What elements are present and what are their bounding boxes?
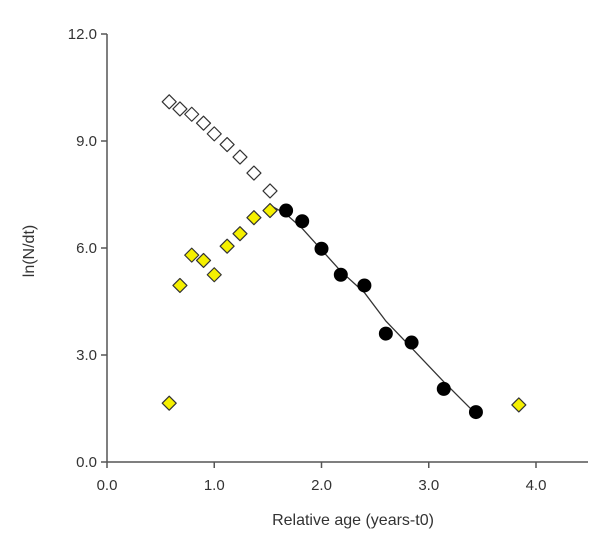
x-tick-label: 4.0 (526, 477, 547, 494)
x-ticks: 0.0 1.0 2.0 3.0 4.0 (97, 462, 547, 494)
open-diamond-point (262, 183, 278, 199)
yellow-diamond-point (232, 226, 248, 242)
open-diamond-point (206, 126, 222, 142)
filled-circle-point (314, 241, 329, 256)
open-diamond-point (184, 106, 200, 122)
yellow-diamond-point (511, 397, 527, 413)
x-axis-title: Relative age (years-t0) (272, 512, 434, 529)
filled-circle-point (279, 203, 294, 218)
x-tick-label: 0.0 (97, 477, 118, 494)
yellow-diamond-point (161, 395, 177, 411)
open-diamond-point (246, 165, 262, 181)
filled-circle-point (436, 381, 451, 396)
y-ticks: 0.0 3.0 6.0 9.0 12.0 (68, 26, 107, 471)
filled-circle-point (378, 326, 393, 341)
open-diamond-point (219, 136, 235, 153)
x-tick-label: 2.0 (311, 477, 332, 494)
filled-circle-point (295, 214, 310, 229)
yellow-diamond-point (195, 252, 212, 269)
filled-circle-point (333, 267, 348, 282)
yellow-diamond-point (172, 277, 188, 294)
x-axis: 0.0 1.0 2.0 3.0 4.0 Relative age (years-t0) (97, 461, 588, 529)
x-tick-label: 3.0 (418, 477, 439, 494)
open-diamond-point (195, 115, 212, 131)
y-tick-label: 6.0 (76, 240, 97, 257)
yellow-diamond-point (184, 247, 200, 263)
filled-circle-point (357, 278, 372, 293)
yellow-diamond-point (219, 238, 235, 254)
y-tick-label: 3.0 (76, 347, 97, 364)
filled-circle-point (468, 405, 483, 420)
open-diamond-point (232, 149, 248, 165)
y-axis-title: ln(N/dt) (21, 225, 38, 277)
y-tick-label: 9.0 (76, 133, 97, 150)
yellow-diamond-point (246, 210, 262, 226)
open-diamond-point (161, 94, 177, 110)
yellow-diamond-point (206, 267, 222, 283)
open-diamond-point (172, 101, 188, 117)
fit-line (269, 204, 477, 415)
y-axis: 0.0 3.0 6.0 9.0 12.0 ln(N/dt) (21, 26, 108, 471)
x-tick-label: 1.0 (204, 477, 225, 494)
y-tick-label: 0.0 (76, 454, 97, 471)
y-tick-label: 12.0 (68, 26, 97, 43)
filled-circle-point (404, 335, 419, 350)
yellow-diamond-point (262, 202, 278, 219)
data-markers (161, 94, 527, 420)
fit-line-path (269, 204, 477, 415)
